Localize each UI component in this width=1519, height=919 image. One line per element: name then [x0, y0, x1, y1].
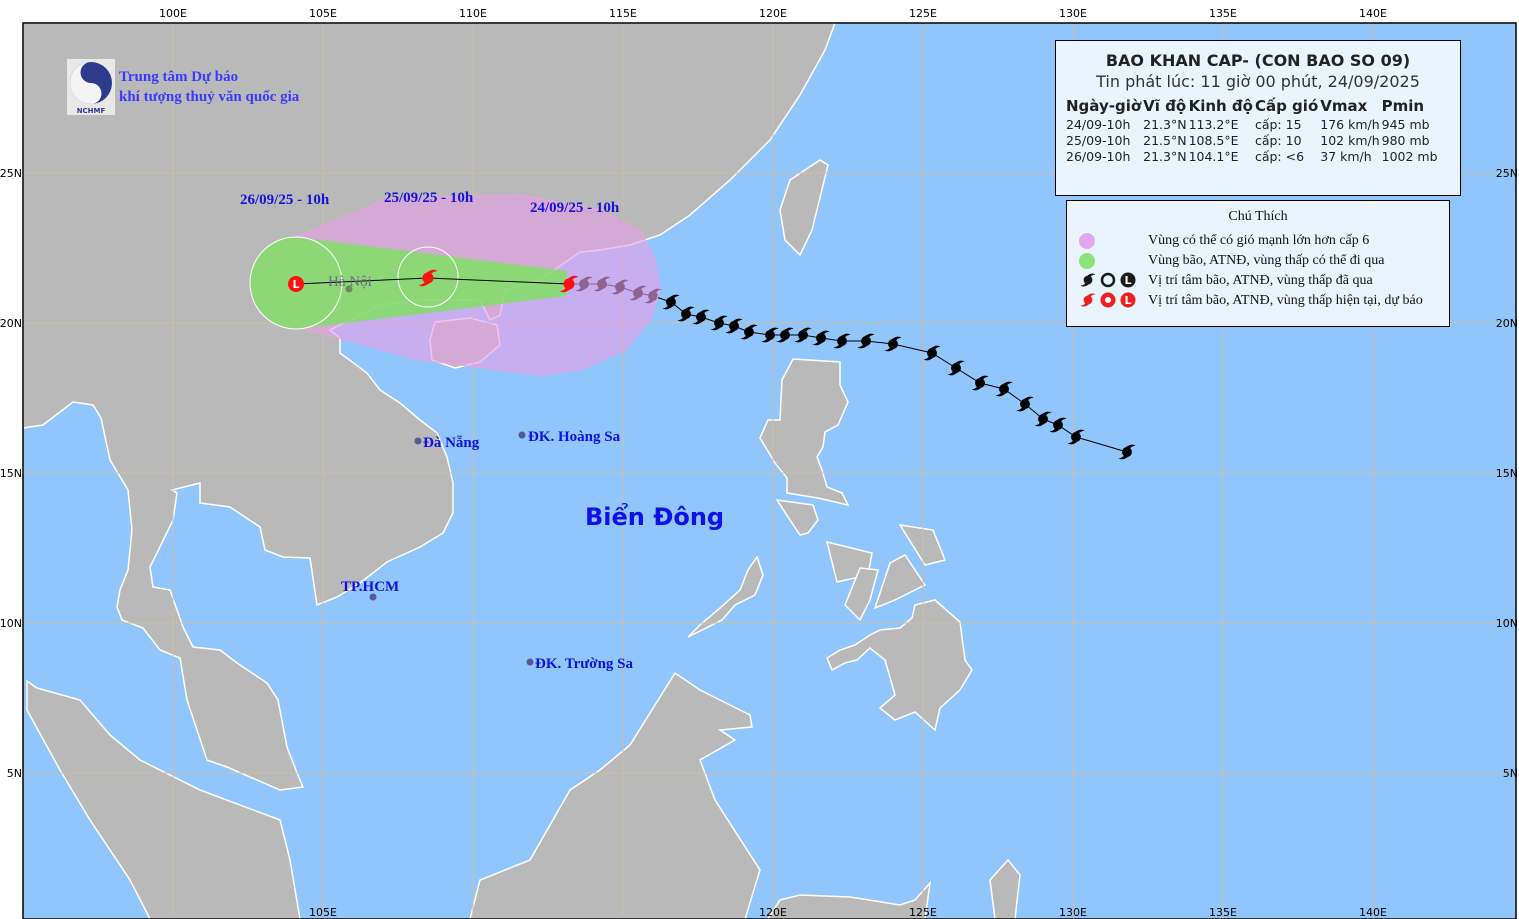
svg-text:120E: 120E [759, 906, 787, 919]
org-line-1: Trung tâm Dự báo [119, 69, 239, 85]
label-date-26: 26/09/25 - 10h [240, 192, 330, 208]
col-time: Ngày-giờ [1066, 97, 1142, 115]
nchmf-logo: NCHMF [67, 59, 115, 115]
org-name: Trung tâm Dự báo khí tượng thuỷ văn quốc… [119, 67, 299, 107]
svg-text:140E: 140E [1359, 7, 1387, 20]
col-pmin: Pmin [1381, 97, 1425, 115]
mindoro [775, 499, 819, 536]
svg-text:L: L [1124, 294, 1131, 307]
svg-text:15N: 15N [0, 467, 22, 480]
label-date-24: 24/09/25 - 10h [530, 200, 620, 216]
svg-text:20N: 20N [0, 317, 22, 330]
luzon [759, 358, 850, 507]
current-symbols-icon: L [1080, 292, 1136, 308]
bulletin-title: BAO KHAN CAP- (CON BAO SO 09) [1105, 51, 1411, 70]
svg-text:135E: 135E [1209, 7, 1237, 20]
legend-title: Chú Thích [1228, 209, 1288, 224]
svg-text:105E: 105E [309, 7, 337, 20]
svg-text:100E: 100E [159, 7, 187, 20]
label-danang: Đà Nẵng [423, 435, 480, 451]
label-date-25: 25/09/25 - 10h [384, 190, 474, 206]
svg-text:105E: 105E [309, 906, 337, 919]
lat-axis-right: 25N 20N 15N 10N 5N [1496, 167, 1518, 780]
hanoi-marker [345, 285, 353, 293]
borneo [469, 671, 761, 919]
lon-axis-bottom: 105E 120E 125E 130E 135E 140E [309, 906, 1387, 919]
svg-text:10N: 10N [0, 617, 22, 630]
lat-axis-left: 25N 20N 15N 10N 5N [0, 167, 22, 780]
bulletin-box: BAO KHAN CAP- (CON BAO SO 09) Tin phát l… [1055, 40, 1461, 196]
taiwan [779, 159, 829, 257]
radius-25-09 [397, 246, 459, 308]
svg-text:115E: 115E [609, 7, 637, 20]
svg-text:15N: 15N [1496, 467, 1518, 480]
map-legend: Chú Thích Vùng có thể có gió mạnh lớn hơ… [1066, 200, 1450, 327]
svg-text:130E: 130E [1059, 7, 1087, 20]
storm-path-zone [250, 237, 567, 329]
col-lon: Kinh độ [1188, 97, 1253, 115]
lon-axis-top: 100E 105E 110E 115E 120E 125E 130E 135E 140E [159, 7, 1387, 20]
past-symbols-icon: L [1080, 272, 1136, 288]
col-vmax: Vmax [1320, 97, 1368, 115]
label-hoangsa: ĐK. Hoàng Sa [528, 429, 621, 445]
palawan [687, 555, 764, 638]
table-row: 24/09-10h 21.3°N 113.2°E cấp: 15 176 km/h 945… [1066, 117, 1430, 132]
legend-item-wind-zone: Vùng có thể có gió mạnh lớn hơn cấp 6 [1079, 231, 1369, 251]
label-bien-dong: Biển Đông [585, 501, 724, 531]
svg-text:110E: 110E [459, 7, 487, 20]
svg-text:25N: 25N [0, 167, 22, 180]
map-frame [22, 22, 1517, 919]
hcm-marker [369, 593, 377, 601]
green-swatch-icon [1079, 253, 1095, 269]
forecast-cone [249, 194, 661, 376]
hoangsa-marker [518, 431, 526, 439]
radius-26-09 [249, 236, 343, 330]
svg-text:135E: 135E [1209, 906, 1237, 919]
svg-text:NCHMF: NCHMF [77, 107, 106, 115]
forecast-low-icon: L [288, 276, 304, 292]
cebu-leyte [873, 554, 927, 610]
pink-swatch-icon [1079, 233, 1095, 249]
table-row: 25/09-10h 21.5°N 108.5°E cấp: 10 102 km/h 980… [1066, 133, 1430, 148]
label-truongsa: ĐK. Trường Sa [535, 656, 634, 672]
svg-text:20N: 20N [1496, 317, 1518, 330]
svg-text:L: L [292, 278, 299, 291]
svg-text:25N: 25N [1496, 167, 1518, 180]
danang-marker [414, 437, 422, 445]
col-level: Cấp gió [1254, 97, 1319, 115]
logo-emblem-icon: NCHMF [70, 62, 112, 115]
legend-item-storm-zone: Vùng bão, ATNĐ, vùng thấp có thể đi qua [1079, 251, 1384, 271]
col-lat: Vĩ độ [1143, 97, 1187, 115]
bulletin-issued: Tin phát lúc: 11 giờ 00 phút, 24/09/2025 [1096, 72, 1420, 91]
table-row: 26/09-10h 21.3°N 104.1°E cấp: <6 37 km/h 1002… [1066, 149, 1438, 164]
mindanao [826, 599, 973, 732]
label-hcm: TP.HCM [341, 579, 399, 595]
svg-text:L: L [1124, 274, 1131, 287]
place-markers [345, 285, 534, 666]
svg-text:10N: 10N [1496, 617, 1518, 630]
svg-text:5N: 5N [1503, 767, 1518, 780]
forecast-table: Ngày-giờ Vĩ độ Kinh độ Cấp gió Vmax Pmin 24… [1066, 97, 1440, 165]
svg-text:140E: 140E [1359, 906, 1387, 919]
svg-text:120E: 120E [759, 7, 787, 20]
svg-text:130E: 130E [1059, 906, 1087, 919]
sumatra [26, 679, 301, 919]
svg-text:5N: 5N [7, 767, 22, 780]
sulawesi [767, 880, 932, 919]
halmahera [989, 858, 1021, 919]
svg-text:125E: 125E [909, 906, 937, 919]
svg-text:125E: 125E [909, 7, 937, 20]
negros [844, 567, 879, 622]
label-hanoi: Hà Nội [328, 274, 372, 290]
forecast-track: L [288, 269, 579, 293]
org-line-2: khí tượng thuỷ văn quốc gia [119, 89, 300, 105]
truongsa-marker [526, 658, 534, 666]
